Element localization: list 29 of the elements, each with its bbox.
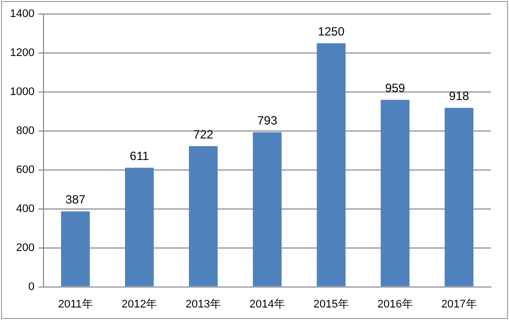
bar [380, 100, 410, 286]
y-tick-label: 1400 [10, 8, 34, 20]
data-label: 793 [257, 114, 278, 128]
y-tick-label: 800 [16, 124, 34, 137]
data-label: 722 [193, 127, 214, 142]
x-tick-label: 2014年 [249, 298, 285, 310]
y-tick-label: 200 [16, 242, 34, 254]
y-tick-label: 1200 [10, 47, 34, 60]
x-tick-label: 2015年 [313, 298, 349, 310]
data-label: 959 [385, 81, 406, 96]
bar [124, 168, 154, 286]
bar [316, 43, 346, 286]
bar [252, 132, 282, 286]
bar [444, 108, 474, 286]
data-label: 1250 [318, 24, 345, 39]
x-tick-label: 2013年 [186, 298, 222, 310]
data-label: 611 [130, 149, 150, 164]
x-tick-label: 2016年 [377, 298, 413, 310]
x-tick-label: 2012年 [122, 298, 158, 310]
y-tick-label: 0 [28, 280, 34, 293]
bar [61, 211, 90, 286]
y-tick-label: 400 [16, 202, 34, 215]
y-tick-label: 600 [16, 164, 34, 176]
data-label: 387 [65, 192, 86, 207]
bar [188, 146, 218, 286]
x-tick-label: 2017年 [441, 298, 477, 310]
y-tick-label: 1000 [10, 86, 34, 98]
x-tick-label: 2011年 [58, 298, 93, 310]
data-label: 918 [449, 89, 470, 104]
